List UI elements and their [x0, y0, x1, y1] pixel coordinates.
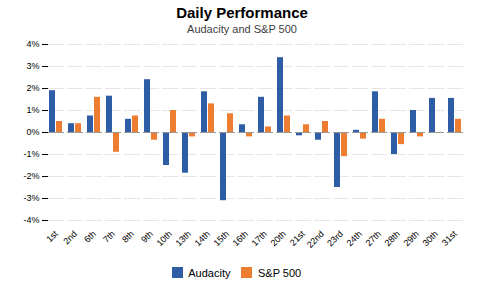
svg-text:20th: 20th: [268, 229, 287, 248]
html-text:Daily Performance: Daily Performance: [176, 4, 308, 21]
svg-text:7th: 7th: [101, 229, 117, 245]
svg-text:14th: 14th: [192, 229, 211, 248]
svg-text:1st: 1st: [44, 228, 60, 244]
svg-text:8th: 8th: [120, 229, 136, 245]
svg-text:-3%: -3%: [23, 193, 39, 203]
svg-text:16th: 16th: [230, 229, 249, 248]
svg-text:15th: 15th: [211, 229, 230, 248]
svg-text:17th: 17th: [249, 229, 268, 248]
svg-text:24th: 24th: [344, 229, 363, 248]
svg-text:9th: 9th: [139, 229, 155, 245]
html-text:S&P 500: S&P 500: [258, 266, 302, 279]
svg-text:22nd: 22nd: [305, 229, 326, 250]
svg-text:29th: 29th: [401, 229, 420, 248]
svg-text:21st: 21st: [288, 228, 307, 247]
svg-text:31st: 31st: [440, 228, 459, 247]
svg-text:27th: 27th: [363, 229, 382, 248]
svg-text:-1%: -1%: [23, 149, 39, 159]
html-text:Audacity: Audacity: [188, 266, 231, 279]
html-text:Audacity and S&P 500: Audacity and S&P 500: [187, 23, 297, 35]
svg-text:4%: 4%: [26, 39, 39, 49]
svg-text:30th: 30th: [420, 229, 439, 248]
svg-text:-2%: -2%: [23, 171, 39, 181]
svg-text:0%: 0%: [26, 127, 39, 137]
svg-text:13th: 13th: [173, 229, 192, 248]
svg-text:-4%: -4%: [23, 215, 39, 225]
svg-text:23rd: 23rd: [325, 229, 345, 249]
svg-text:3%: 3%: [26, 61, 39, 71]
svg-text:6th: 6th: [82, 229, 98, 245]
svg-text:10th: 10th: [154, 229, 173, 248]
svg-text:2nd: 2nd: [61, 229, 79, 247]
svg-text:2%: 2%: [26, 83, 39, 93]
svg-text:1%: 1%: [26, 105, 39, 115]
svg-text:28th: 28th: [382, 229, 401, 248]
